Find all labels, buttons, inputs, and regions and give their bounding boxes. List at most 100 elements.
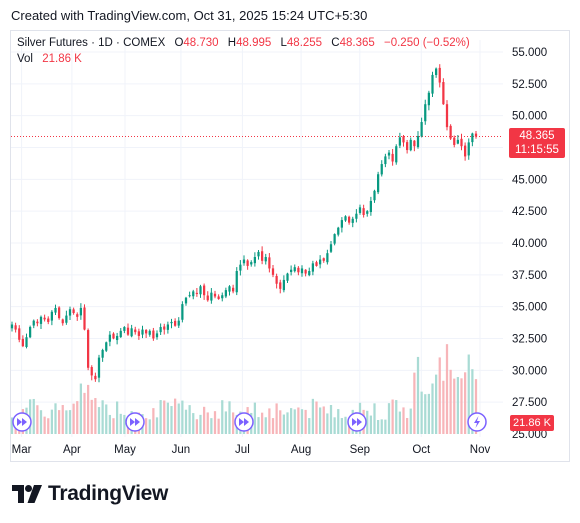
candle-body: [351, 218, 354, 223]
candle-body: [395, 146, 398, 163]
candle-body: [148, 330, 151, 335]
volume-bar: [170, 406, 173, 434]
candle-body: [105, 342, 108, 351]
candle-body: [337, 227, 340, 235]
volume-bar: [366, 410, 369, 434]
volume-bar: [206, 412, 209, 434]
candle-body: [76, 314, 79, 317]
tradingview-brand[interactable]: TradingView: [12, 482, 168, 506]
volume-bar: [297, 407, 300, 434]
low-value: 48.255: [286, 37, 323, 49]
volume-bar: [369, 415, 372, 434]
fast-forward-icon[interactable]: [347, 412, 367, 432]
volume-bar: [282, 414, 285, 434]
candle-body: [377, 174, 380, 193]
candle-body: [366, 211, 369, 214]
volume-bar: [268, 408, 271, 434]
candle-body: [402, 136, 405, 143]
candle-body: [177, 320, 180, 326]
volume-bar: [76, 401, 79, 434]
volume-bar: [94, 398, 97, 434]
volume-bar: [32, 398, 35, 434]
y-tick-label: 32.500: [512, 334, 547, 346]
volume-bar: [54, 403, 57, 434]
candle-body: [18, 328, 21, 340]
price-chart[interactable]: 55.00052.50050.00047.50045.00042.50040.0…: [0, 0, 580, 470]
volume-bar: [384, 419, 387, 434]
candle-body: [344, 216, 347, 221]
volume-bar: [373, 403, 376, 434]
volume-bar: [213, 411, 217, 434]
volume-bar: [10, 417, 14, 434]
candle-body: [449, 125, 452, 139]
candle-body: [159, 327, 162, 333]
candle-body: [119, 330, 122, 338]
candle-body: [192, 291, 195, 297]
candle-body: [112, 333, 115, 339]
candle-body: [290, 269, 293, 273]
candle-body: [242, 259, 246, 264]
y-tick-label: 30.000: [512, 365, 547, 377]
volume-bar: [344, 416, 347, 434]
candle-body: [224, 290, 227, 297]
y-tick-label: 52.500: [512, 79, 547, 91]
volume-bar: [449, 369, 452, 434]
candle-body: [43, 317, 46, 320]
candle-body: [61, 319, 64, 324]
volume-bar: [464, 372, 467, 434]
candle-body: [163, 326, 166, 330]
tradingview-logo-icon: [12, 485, 42, 503]
x-tick-label: Mar: [12, 444, 32, 456]
volume-bar: [264, 417, 267, 434]
volume-bar: [387, 403, 391, 434]
x-tick-label: Aug: [291, 444, 311, 456]
y-tick-label: 35.000: [512, 302, 547, 314]
volume-bar: [228, 401, 231, 434]
volume-bar: [315, 401, 318, 434]
candle-body: [358, 207, 362, 213]
candle-body: [116, 335, 119, 341]
open-value: 48.730: [183, 37, 219, 49]
fast-forward-icon[interactable]: [234, 412, 254, 432]
candle-body: [456, 139, 459, 144]
volume-bar: [424, 394, 427, 434]
volume-bar: [377, 419, 380, 434]
candle-body: [464, 145, 467, 157]
volume-bar: [406, 417, 409, 434]
chart-legend: Silver Futures · 1D · COMEX O48.730 H48.…: [17, 35, 470, 67]
candle-body: [39, 316, 43, 324]
lightning-icon[interactable]: [467, 412, 487, 432]
open-label: O: [174, 37, 184, 49]
volume-bar: [43, 416, 46, 434]
candle-body: [134, 329, 137, 333]
x-tick-label: Jul: [235, 444, 250, 456]
volume-bar: [105, 404, 108, 434]
volume-bar: [474, 379, 478, 434]
volume-bar: [177, 403, 180, 434]
fast-forward-icon[interactable]: [125, 412, 145, 432]
candle-body: [322, 258, 325, 261]
volume-bar: [279, 410, 282, 434]
created-with-header: Created with TradingView.com, Oct 31, 20…: [11, 8, 368, 23]
volume-bar: [159, 400, 162, 434]
volume-bar: [340, 418, 343, 434]
fast-forward-icon[interactable]: [12, 412, 32, 432]
candle-body: [453, 137, 456, 145]
volume-bar: [438, 357, 441, 434]
candle-body: [141, 329, 144, 335]
volume-bar: [101, 400, 104, 434]
candle-body: [232, 287, 235, 292]
volume-bar: [391, 399, 394, 434]
volume-bar: [68, 410, 72, 434]
candle-body: [333, 234, 336, 244]
volume-bar: [445, 344, 449, 434]
candle-body: [21, 338, 24, 347]
y-tick-label: 50.000: [512, 111, 547, 123]
volume-bar: [271, 418, 275, 434]
volume-bar: [112, 418, 115, 434]
x-tick-label: May: [114, 444, 136, 456]
volume-bar: [456, 377, 459, 434]
candle-body: [311, 263, 314, 272]
candle-body: [424, 104, 427, 122]
candle-body: [203, 285, 206, 296]
